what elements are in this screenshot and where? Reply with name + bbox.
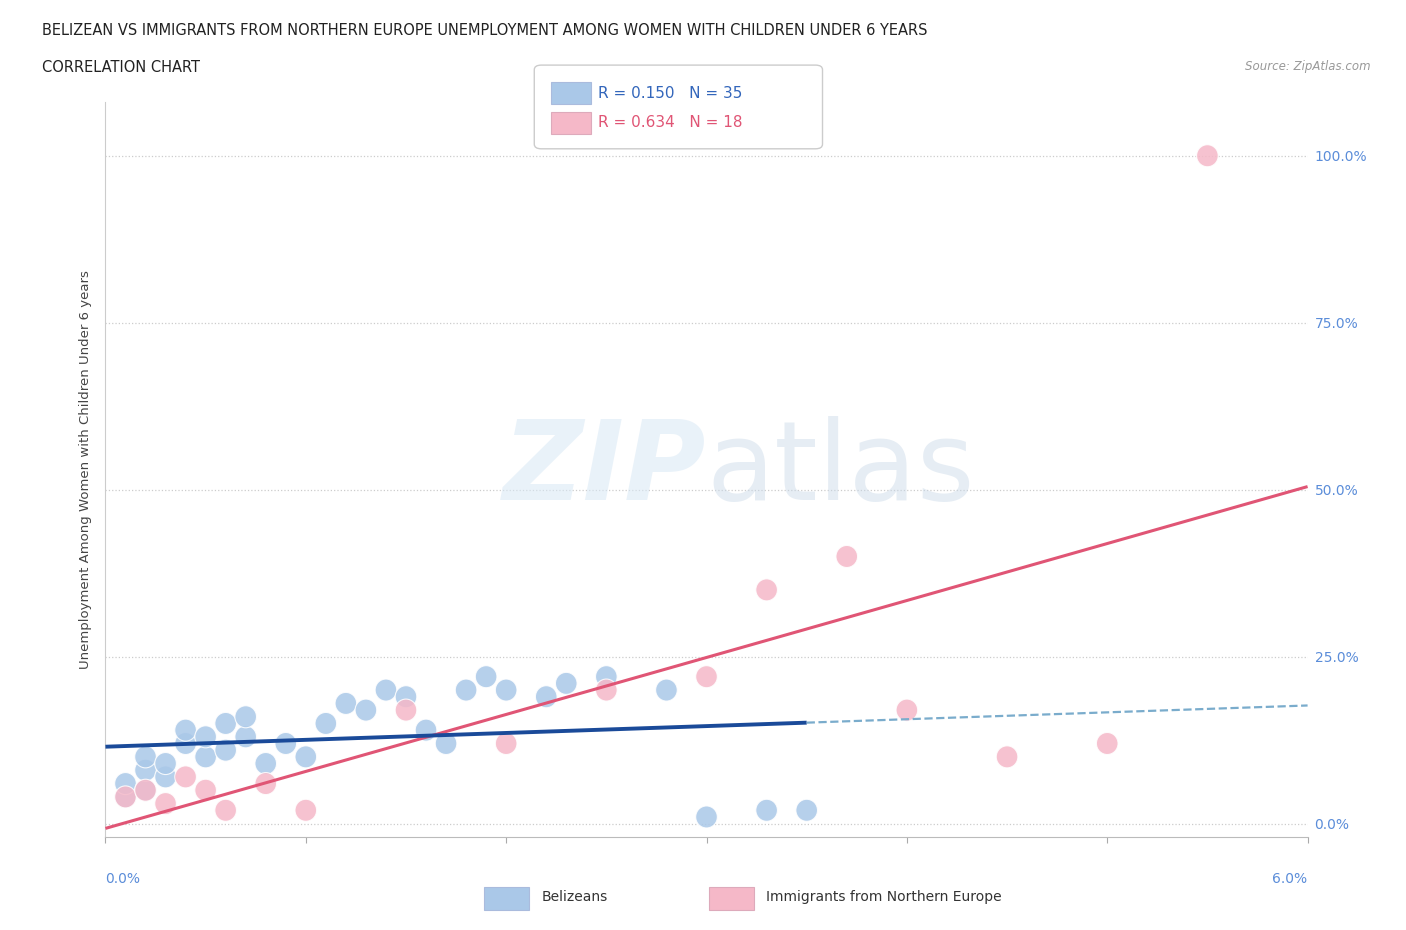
Ellipse shape [756, 799, 778, 821]
Ellipse shape [135, 779, 156, 802]
Ellipse shape [356, 699, 377, 721]
Text: Belizeans: Belizeans [541, 890, 607, 905]
Text: CORRELATION CHART: CORRELATION CHART [42, 60, 200, 75]
Ellipse shape [195, 725, 217, 748]
Ellipse shape [174, 766, 197, 788]
Ellipse shape [796, 799, 817, 821]
Ellipse shape [596, 679, 617, 701]
Ellipse shape [315, 712, 336, 735]
Ellipse shape [375, 679, 396, 701]
Ellipse shape [997, 746, 1018, 768]
Ellipse shape [456, 679, 477, 701]
Ellipse shape [235, 725, 256, 748]
Text: 0.0%: 0.0% [105, 871, 141, 886]
Ellipse shape [295, 799, 316, 821]
Ellipse shape [235, 706, 256, 728]
Ellipse shape [495, 679, 517, 701]
Text: ZIP: ZIP [503, 416, 707, 524]
Ellipse shape [135, 759, 156, 781]
Text: R = 0.634   N = 18: R = 0.634 N = 18 [598, 115, 742, 130]
Ellipse shape [395, 699, 416, 721]
Ellipse shape [155, 792, 176, 815]
Ellipse shape [276, 733, 297, 754]
Ellipse shape [155, 766, 176, 788]
Y-axis label: Unemployment Among Women with Children Under 6 years: Unemployment Among Women with Children U… [79, 271, 93, 669]
Ellipse shape [115, 773, 136, 794]
Ellipse shape [174, 719, 197, 741]
Ellipse shape [536, 685, 557, 708]
Ellipse shape [135, 779, 156, 802]
Ellipse shape [115, 786, 136, 808]
Ellipse shape [195, 779, 217, 802]
Text: Source: ZipAtlas.com: Source: ZipAtlas.com [1246, 60, 1371, 73]
Ellipse shape [415, 719, 437, 741]
Ellipse shape [215, 799, 236, 821]
Ellipse shape [335, 693, 357, 714]
Ellipse shape [215, 712, 236, 735]
Ellipse shape [1197, 145, 1218, 166]
Ellipse shape [555, 672, 576, 695]
Ellipse shape [174, 733, 197, 754]
Ellipse shape [837, 546, 858, 567]
Ellipse shape [215, 739, 236, 761]
Text: 6.0%: 6.0% [1272, 871, 1308, 886]
Ellipse shape [254, 752, 277, 775]
Ellipse shape [1097, 733, 1118, 754]
Text: R = 0.150   N = 35: R = 0.150 N = 35 [598, 86, 742, 100]
Text: Immigrants from Northern Europe: Immigrants from Northern Europe [766, 890, 1002, 905]
Ellipse shape [475, 666, 496, 687]
Ellipse shape [295, 746, 316, 768]
Ellipse shape [655, 679, 678, 701]
Ellipse shape [155, 752, 176, 775]
Text: atlas: atlas [707, 416, 974, 524]
Ellipse shape [896, 699, 918, 721]
Ellipse shape [436, 733, 457, 754]
Ellipse shape [596, 666, 617, 687]
Ellipse shape [195, 746, 217, 768]
Ellipse shape [135, 746, 156, 768]
Ellipse shape [115, 786, 136, 808]
Ellipse shape [696, 806, 717, 828]
Ellipse shape [495, 733, 517, 754]
Ellipse shape [254, 773, 277, 794]
Ellipse shape [395, 685, 416, 708]
Ellipse shape [756, 578, 778, 601]
Ellipse shape [696, 666, 717, 687]
Text: BELIZEAN VS IMMIGRANTS FROM NORTHERN EUROPE UNEMPLOYMENT AMONG WOMEN WITH CHILDR: BELIZEAN VS IMMIGRANTS FROM NORTHERN EUR… [42, 23, 928, 38]
